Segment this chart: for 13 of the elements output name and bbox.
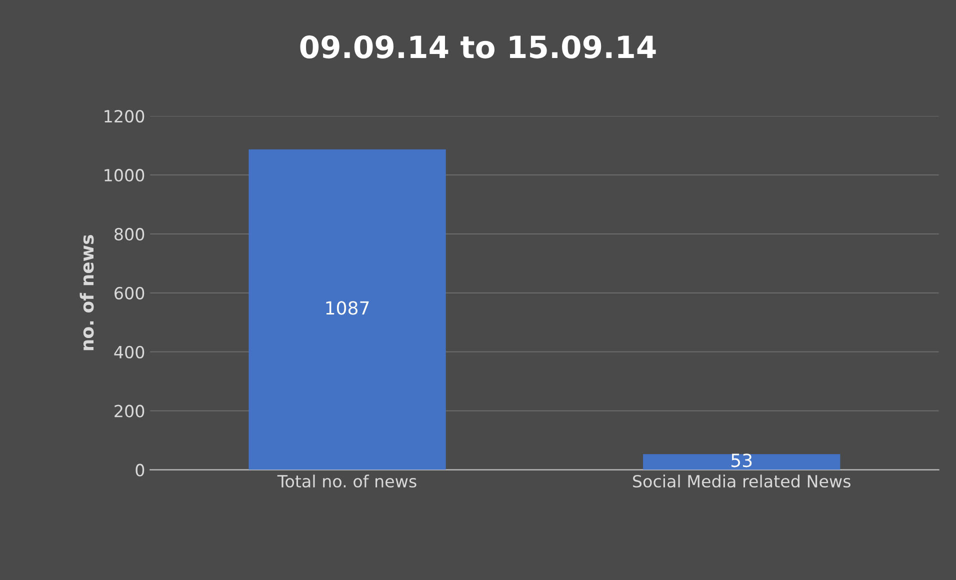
data-label: 53 xyxy=(732,454,752,468)
chart-title: 09.09.14 to 15.09.14 xyxy=(300,35,656,58)
y-tick-label: 1000 xyxy=(104,168,144,182)
y-tick-label: 200 xyxy=(114,404,144,418)
data-label: 1087 xyxy=(326,301,369,315)
x-tick-label: Social Media related News xyxy=(633,474,850,488)
x-tick-label: Total no. of news xyxy=(277,474,416,488)
y-axis-title: no. of news xyxy=(80,235,94,350)
y-tick-label: 800 xyxy=(114,228,144,240)
y-tick-label: 600 xyxy=(114,286,144,300)
y-tick-label: 400 xyxy=(114,346,144,358)
y-tick-label: 1200 xyxy=(104,110,144,123)
y-tick-label: 0 xyxy=(136,464,144,476)
